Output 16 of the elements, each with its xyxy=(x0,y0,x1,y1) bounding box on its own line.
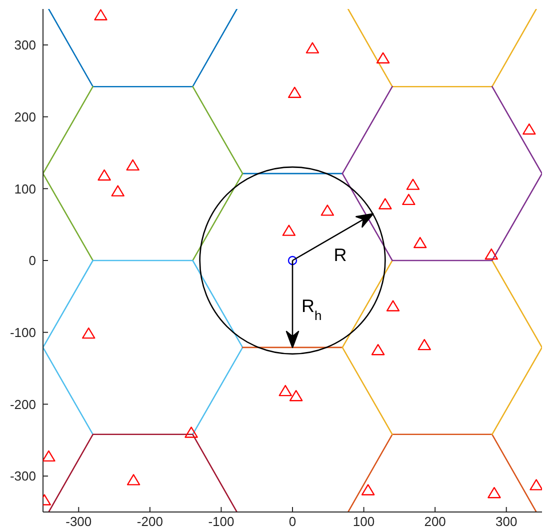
y-tick-label: 0 xyxy=(28,253,36,268)
x-tick-label: 300 xyxy=(496,514,518,529)
x-tick-label: -100 xyxy=(208,514,234,529)
annotation: R xyxy=(334,245,347,266)
x-tick-label: -200 xyxy=(136,514,163,529)
y-tick-label: 300 xyxy=(14,38,36,53)
y-tick-label: -100 xyxy=(10,324,36,340)
x-tick-label: 0 xyxy=(288,514,296,529)
x-tick-label: 100 xyxy=(352,514,375,529)
annotation: R$_{h}$ xyxy=(302,296,322,322)
x-tick-label: 200 xyxy=(424,514,446,529)
y-tick-label: -200 xyxy=(10,396,36,412)
x-tick-label: -300 xyxy=(66,514,92,529)
y-tick-label: 200 xyxy=(14,109,36,124)
y-tick-label: -300 xyxy=(10,468,36,484)
y-tick-label: 100 xyxy=(14,181,36,196)
